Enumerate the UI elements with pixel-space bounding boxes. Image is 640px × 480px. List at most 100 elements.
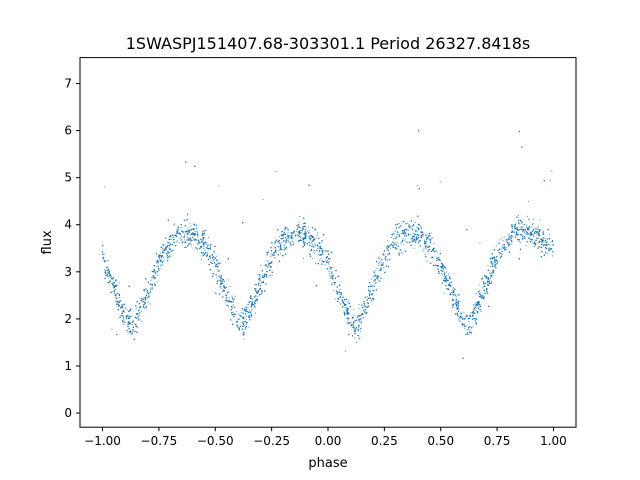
data-point bbox=[297, 234, 298, 235]
data-point bbox=[397, 231, 398, 232]
data-point bbox=[292, 237, 293, 238]
data-point bbox=[266, 260, 267, 261]
data-point bbox=[386, 246, 387, 247]
data-point bbox=[479, 242, 480, 243]
data-point bbox=[238, 314, 239, 315]
data-point bbox=[108, 276, 109, 277]
data-point bbox=[518, 215, 519, 216]
data-point bbox=[216, 256, 217, 257]
data-point bbox=[255, 312, 256, 313]
data-point bbox=[203, 246, 204, 247]
data-point bbox=[124, 311, 125, 312]
data-point bbox=[275, 171, 276, 172]
data-point bbox=[268, 261, 269, 262]
data-point bbox=[383, 267, 384, 268]
data-point bbox=[474, 303, 475, 304]
data-point bbox=[208, 237, 209, 238]
data-point bbox=[179, 242, 180, 243]
data-point bbox=[187, 228, 188, 229]
data-point bbox=[475, 310, 476, 311]
data-point bbox=[122, 304, 123, 305]
data-point bbox=[515, 235, 516, 236]
data-point bbox=[162, 247, 163, 248]
data-point bbox=[371, 278, 372, 279]
data-point bbox=[111, 329, 112, 330]
data-point bbox=[289, 242, 290, 243]
data-point bbox=[359, 338, 360, 339]
data-point bbox=[256, 298, 257, 299]
data-point bbox=[141, 321, 142, 322]
data-point bbox=[314, 253, 315, 254]
data-point bbox=[319, 260, 320, 261]
data-point bbox=[312, 244, 313, 245]
data-point bbox=[255, 307, 256, 308]
data-point bbox=[526, 225, 527, 226]
data-point bbox=[248, 307, 249, 308]
data-point bbox=[137, 316, 138, 317]
data-point bbox=[501, 248, 502, 249]
data-point bbox=[160, 268, 161, 269]
data-point bbox=[490, 278, 491, 279]
data-point bbox=[459, 320, 460, 321]
data-point bbox=[504, 237, 505, 238]
data-point bbox=[201, 259, 202, 260]
data-point bbox=[274, 257, 275, 258]
data-point bbox=[532, 242, 533, 243]
data-point bbox=[440, 266, 441, 267]
data-point bbox=[236, 311, 237, 312]
data-point bbox=[329, 275, 330, 276]
data-point bbox=[508, 236, 509, 237]
data-point bbox=[169, 242, 170, 243]
data-point bbox=[337, 292, 338, 293]
data-point bbox=[340, 289, 341, 290]
data-point bbox=[491, 272, 492, 273]
data-point bbox=[302, 227, 303, 228]
data-point bbox=[365, 311, 366, 312]
data-point bbox=[533, 235, 534, 236]
data-point bbox=[359, 316, 360, 317]
data-point bbox=[490, 266, 491, 267]
data-point bbox=[176, 229, 177, 230]
data-point bbox=[382, 253, 383, 254]
data-point bbox=[275, 248, 276, 249]
data-point bbox=[502, 245, 503, 246]
data-point bbox=[329, 273, 330, 274]
data-point bbox=[456, 296, 457, 297]
data-point bbox=[228, 306, 229, 307]
data-point bbox=[333, 290, 334, 291]
data-point bbox=[188, 244, 189, 245]
data-point bbox=[193, 239, 194, 240]
data-point bbox=[319, 247, 320, 248]
data-point bbox=[218, 275, 219, 276]
data-point bbox=[309, 230, 310, 231]
data-point bbox=[330, 275, 331, 276]
data-point bbox=[487, 265, 488, 266]
data-point bbox=[210, 255, 211, 256]
data-point bbox=[462, 325, 463, 326]
data-point bbox=[466, 326, 467, 327]
data-point bbox=[397, 234, 398, 235]
data-point bbox=[321, 242, 322, 243]
data-point bbox=[345, 307, 346, 308]
data-point bbox=[150, 289, 151, 290]
data-point bbox=[441, 273, 442, 274]
data-point bbox=[147, 301, 148, 302]
data-point bbox=[311, 243, 312, 244]
data-point bbox=[329, 269, 330, 270]
data-point bbox=[107, 282, 108, 283]
data-point bbox=[184, 235, 185, 236]
data-point bbox=[538, 238, 539, 239]
data-point bbox=[512, 228, 513, 229]
data-point bbox=[168, 247, 169, 248]
data-point bbox=[228, 279, 229, 280]
data-point bbox=[207, 252, 208, 253]
data-point bbox=[502, 247, 503, 248]
data-point bbox=[203, 248, 204, 249]
data-point bbox=[463, 312, 464, 313]
data-point bbox=[221, 281, 222, 282]
data-point bbox=[204, 250, 205, 251]
data-point bbox=[425, 254, 426, 255]
data-point bbox=[335, 299, 336, 300]
data-point bbox=[498, 252, 499, 253]
data-point bbox=[408, 230, 409, 231]
